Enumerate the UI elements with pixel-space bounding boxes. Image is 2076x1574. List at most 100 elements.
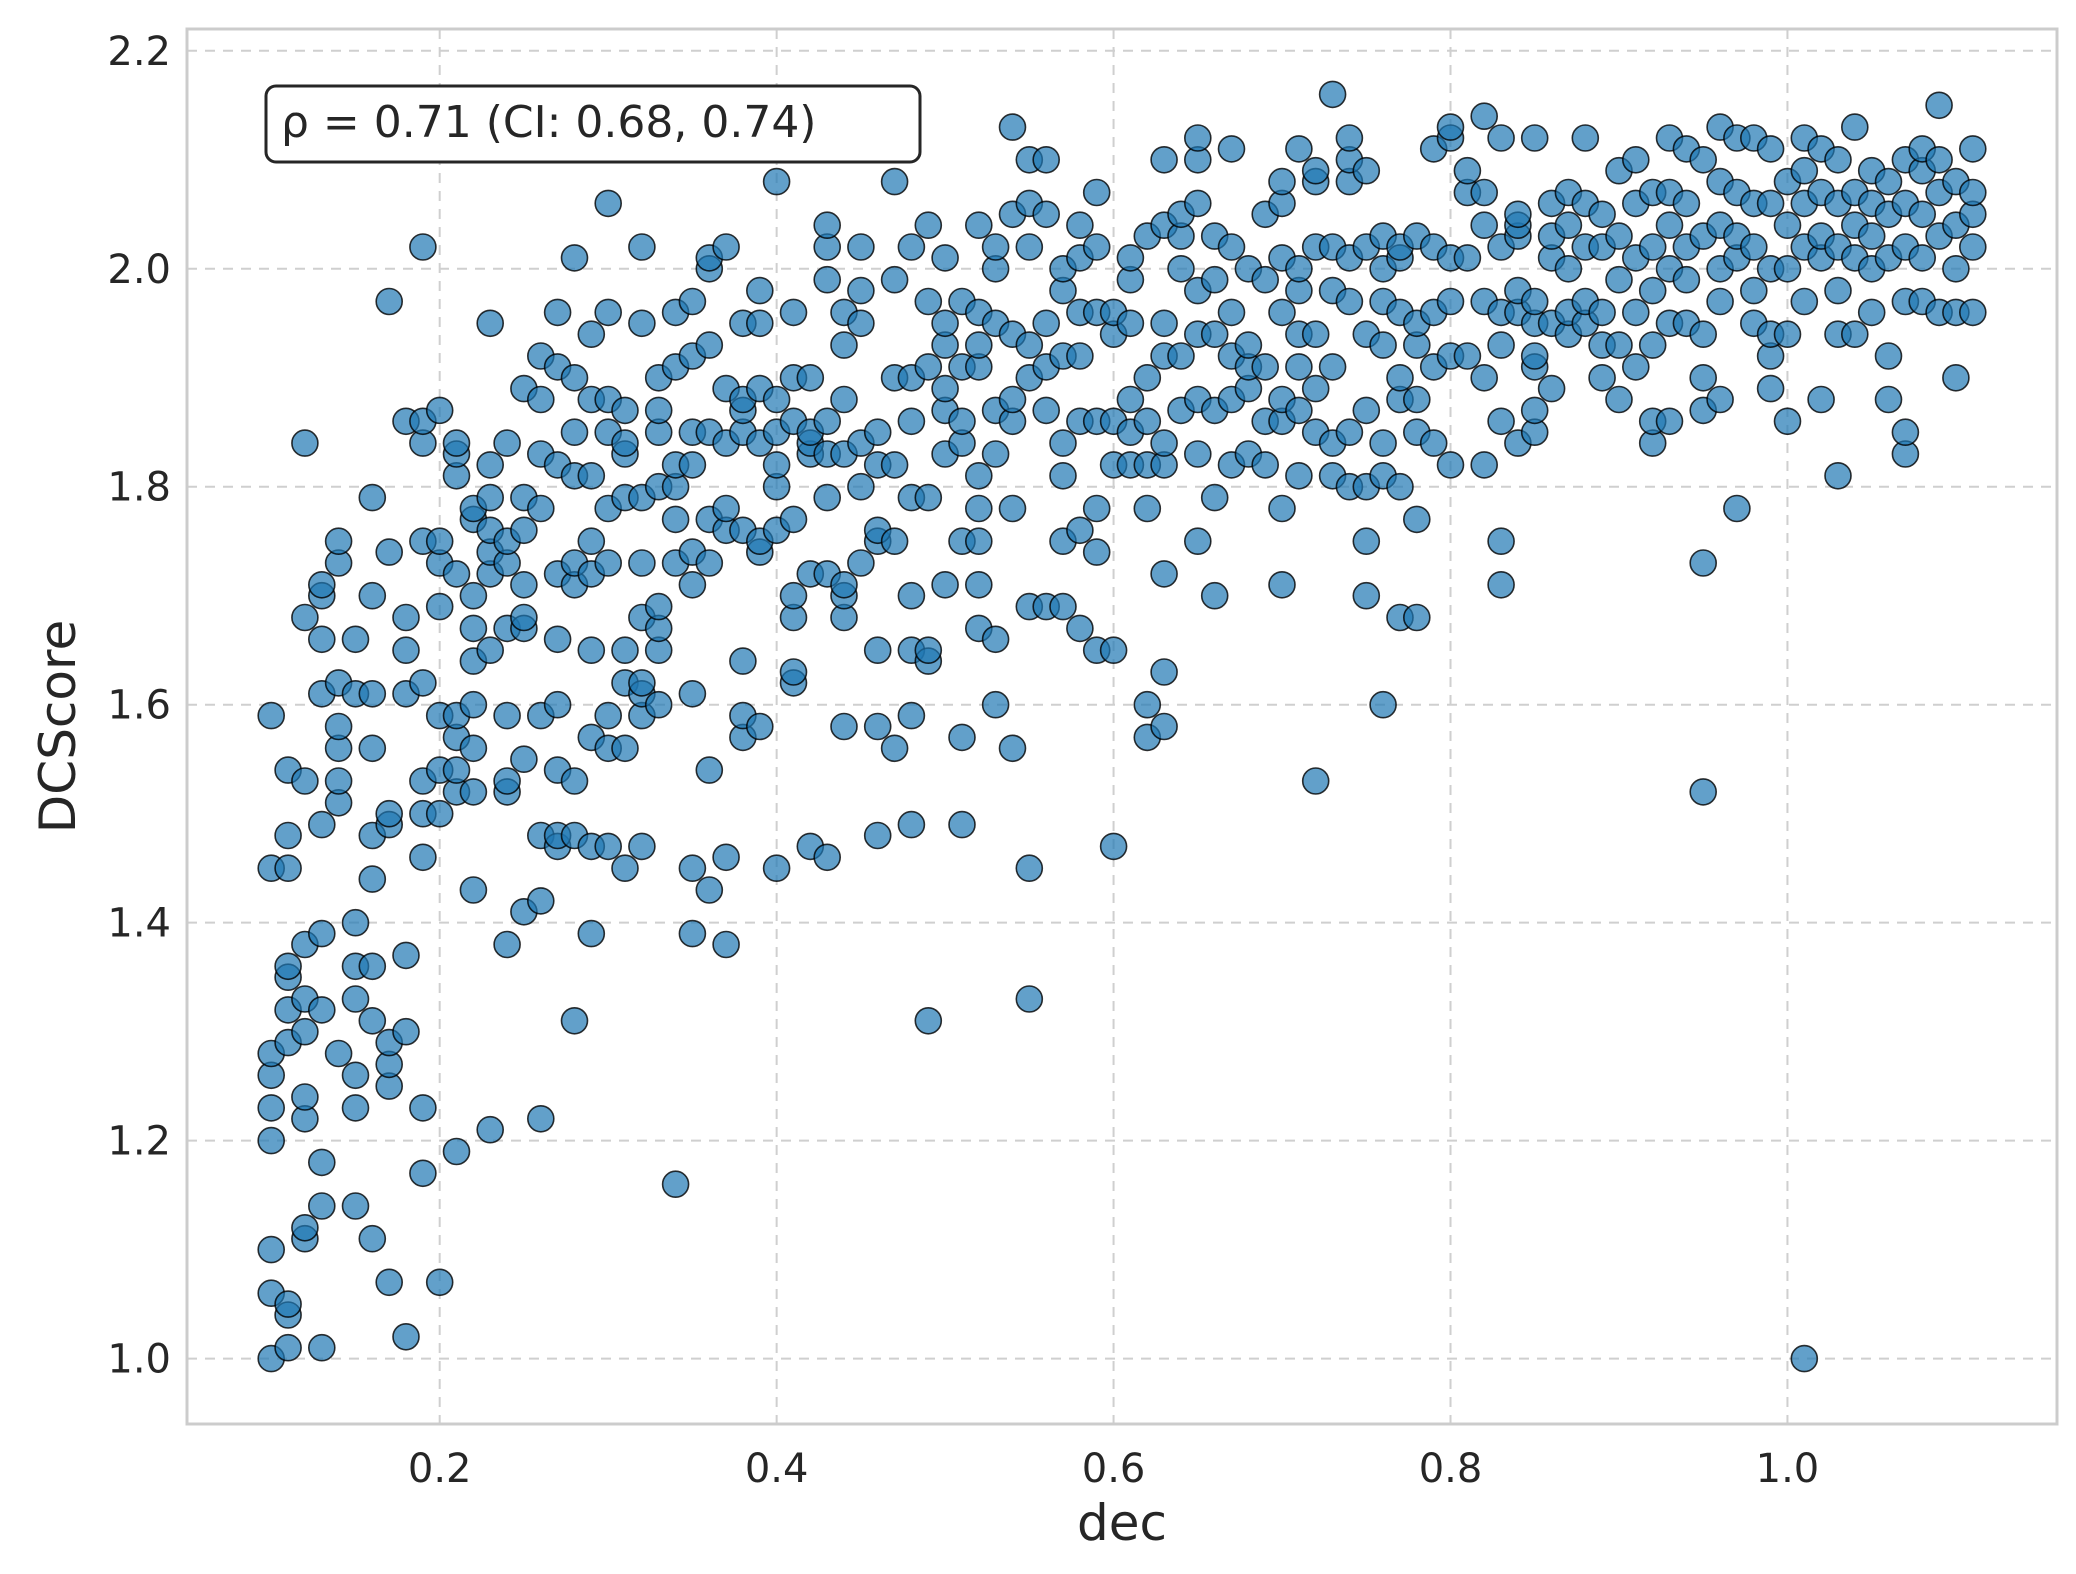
- data-point: [914, 287, 943, 316]
- data-point: [1015, 854, 1044, 883]
- data-point: [611, 734, 639, 763]
- data-point: [1942, 363, 1970, 392]
- data-point: [880, 451, 909, 479]
- data-point: [1689, 146, 1717, 174]
- data-point: [1099, 832, 1128, 861]
- data-point: [981, 233, 1010, 261]
- data-point: [1672, 189, 1701, 218]
- data-point: [1655, 407, 1684, 436]
- data-point: [1622, 146, 1650, 174]
- data-point: [1116, 244, 1145, 272]
- data-point: [897, 233, 926, 261]
- data-point: [459, 690, 488, 719]
- data-point: [1622, 353, 1650, 381]
- y-tick-label: 1.8: [107, 465, 171, 511]
- data-point: [1470, 363, 1498, 392]
- data-point: [1015, 233, 1044, 261]
- data-point: [560, 767, 589, 795]
- data-point: [964, 461, 993, 490]
- data-point: [1908, 200, 1936, 229]
- data-point: [1032, 200, 1060, 229]
- data-point: [1638, 276, 1667, 305]
- data-point: [1032, 309, 1060, 338]
- data-point: [526, 385, 555, 414]
- data-point: [745, 712, 774, 741]
- data-point: [1756, 374, 1785, 403]
- data-point: [1487, 570, 1515, 599]
- data-point: [1959, 135, 1987, 163]
- data-point: [257, 1094, 286, 1122]
- data-point: [948, 723, 976, 752]
- data-point: [1756, 135, 1785, 163]
- data-point: [1217, 298, 1246, 327]
- data-point: [307, 1192, 336, 1220]
- data-point: [628, 669, 656, 697]
- data-point: [476, 483, 505, 512]
- data-point: [324, 767, 353, 795]
- data-point: [1706, 385, 1734, 414]
- y-axis-label: DCScore: [29, 620, 87, 833]
- x-tick-label: 1.0: [1756, 1446, 1820, 1492]
- data-point: [341, 1192, 370, 1220]
- data-point: [493, 429, 521, 457]
- y-tick-label: 2.2: [107, 29, 171, 75]
- data-point: [1689, 363, 1717, 392]
- data-point: [1504, 200, 1532, 229]
- data-point: [1200, 581, 1229, 610]
- data-point: [510, 745, 538, 774]
- data-point: [1082, 178, 1111, 207]
- data-point: [425, 799, 454, 828]
- data-point: [678, 570, 707, 599]
- data-point: [1184, 527, 1212, 556]
- data-point: [611, 396, 639, 425]
- data-point: [1082, 233, 1111, 261]
- data-point: [611, 636, 639, 665]
- data-point: [1268, 298, 1296, 327]
- data-point: [1251, 265, 1279, 294]
- data-point: [998, 113, 1027, 141]
- data-point: [1268, 494, 1296, 523]
- data-point: [510, 570, 538, 599]
- data-point: [1066, 342, 1094, 370]
- data-point: [628, 233, 656, 261]
- data-point: [510, 603, 538, 632]
- data-point: [425, 592, 454, 621]
- data-point: [1672, 265, 1701, 294]
- y-tick-labels: 1.0 1.2 1.4 1.6 1.8 2.0 2.2: [107, 29, 171, 1383]
- annotation-box: [264, 84, 922, 164]
- data-point: [594, 189, 623, 218]
- data-point: [1790, 1344, 1819, 1373]
- y-tick-label: 1.2: [107, 1119, 171, 1165]
- data-point: [1453, 342, 1482, 370]
- data-point: [274, 952, 302, 981]
- data-point: [577, 320, 606, 349]
- data-point: [409, 843, 437, 872]
- data-point: [526, 494, 555, 523]
- data-point: [409, 233, 437, 261]
- data-point: [678, 451, 707, 479]
- data-point: [493, 767, 521, 795]
- data-point: [1369, 429, 1397, 457]
- x-tick-label: 0.4: [745, 1446, 809, 1492]
- data-point: [1588, 298, 1616, 327]
- data-point: [611, 854, 639, 883]
- data-point: [577, 527, 606, 556]
- data-point: [291, 1214, 319, 1242]
- data-point: [964, 570, 993, 599]
- data-point: [1251, 353, 1279, 381]
- data-point: [375, 799, 404, 828]
- data-point: [1082, 494, 1111, 523]
- data-point: [830, 331, 858, 359]
- data-point: [914, 211, 943, 239]
- data-point: [594, 549, 623, 577]
- data-point: [1352, 527, 1381, 556]
- data-point: [560, 1006, 589, 1035]
- data-point: [1285, 254, 1313, 283]
- data-point: [291, 429, 319, 457]
- data-point: [1386, 363, 1414, 392]
- data-point: [442, 560, 471, 588]
- data-point: [307, 625, 336, 654]
- data-point: [1891, 418, 1920, 447]
- data-point: [1773, 211, 1802, 239]
- data-point: [695, 331, 724, 359]
